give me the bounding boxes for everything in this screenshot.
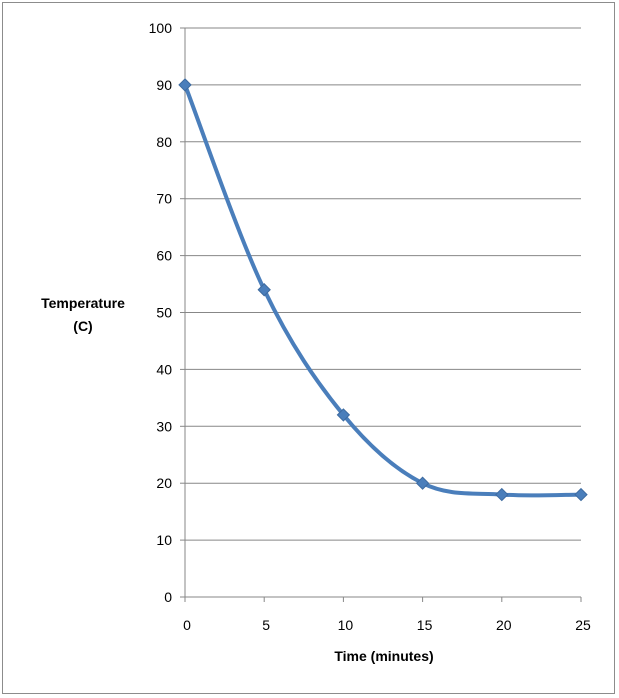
y-tick-label: 10: [156, 532, 172, 548]
data-point-5: [257, 283, 271, 297]
y-tick-label: 0: [164, 589, 172, 605]
data-point-15: [415, 476, 430, 490]
data-point-20: [495, 487, 509, 502]
y-tick-label: 50: [156, 305, 172, 321]
y-tick-label: 70: [156, 191, 172, 207]
y-tick-label: 60: [156, 248, 172, 264]
x-tick-label: 25: [575, 617, 591, 633]
y-tick-label: 90: [156, 77, 172, 93]
y-axis-title-line-2: (C): [73, 318, 92, 334]
y-tick-label: 20: [156, 475, 172, 491]
x-tick-label: 15: [417, 617, 433, 633]
x-tick-label: 20: [496, 617, 512, 633]
axes: [180, 27, 582, 602]
y-tick-label: 100: [149, 20, 173, 36]
x-tick-labels: 0 5 10 15 20 25: [183, 617, 591, 633]
y-tick-label: 30: [156, 418, 172, 434]
x-tick-label: 5: [262, 617, 270, 633]
x-tick-label: 10: [338, 617, 354, 633]
data-point-10: [336, 408, 351, 422]
y-tick-label: 40: [156, 361, 172, 377]
y-axis-title-line-1: Temperature: [41, 295, 125, 311]
series-group: [178, 78, 588, 502]
x-axis-title: Time (minutes): [334, 648, 433, 664]
data-point-25: [574, 487, 588, 502]
series-line: [183, 82, 583, 498]
data-point-0: [178, 78, 192, 92]
y-tick-label: 80: [156, 134, 172, 150]
x-tick-label: 0: [183, 617, 191, 633]
y-tick-labels: 0 10 20 30 40 50 60 70 80 90 100: [149, 20, 173, 605]
gridlines: [185, 27, 581, 541]
